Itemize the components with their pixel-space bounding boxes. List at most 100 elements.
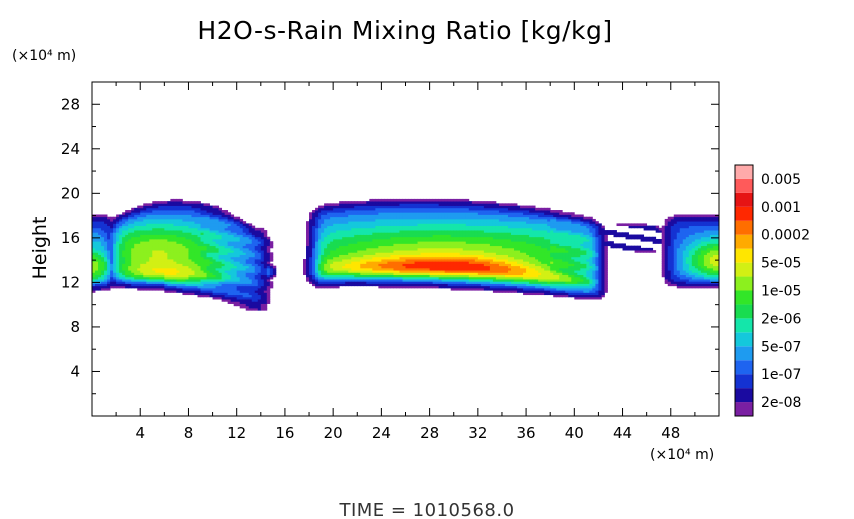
heatmap-cell [182, 272, 186, 276]
heatmap-cell [453, 287, 458, 291]
heatmap-cell [420, 261, 424, 264]
heatmap-cell [429, 236, 434, 240]
heatmap-cell [456, 283, 461, 287]
heatmap-cell [312, 267, 316, 271]
heatmap-cell [212, 207, 216, 211]
heatmap-cell [140, 245, 144, 249]
heatmap-cell [191, 290, 195, 293]
heatmap-cell [167, 207, 171, 211]
heatmap-cell [230, 230, 235, 233]
heatmap-cell [239, 276, 244, 280]
heatmap-cell [176, 236, 180, 240]
heatmap-cell [342, 279, 346, 282]
heatmap-cell [390, 241, 394, 244]
heatmap-cell [315, 223, 319, 227]
heatmap-cell [399, 245, 403, 249]
heatmap-cell [405, 256, 409, 260]
heatmap-cell [188, 290, 192, 293]
heatmap-cell [125, 223, 129, 227]
heatmap-cell [128, 238, 132, 242]
heatmap-cell [182, 290, 186, 293]
heatmap-cell [471, 279, 476, 282]
heatmap-cell [375, 203, 379, 206]
heatmap-cell [456, 259, 461, 262]
heatmap-cell [456, 205, 461, 209]
heatmap-cell [203, 252, 207, 255]
heatmap-cell [212, 236, 216, 240]
heatmap-cell [381, 218, 385, 222]
heatmap-cell [420, 232, 424, 235]
heatmap-cell [167, 285, 171, 289]
heatmap-cell [245, 308, 250, 311]
heatmap-cell [194, 216, 198, 220]
heatmap-cell [324, 218, 328, 222]
heatmap-cell [101, 265, 105, 269]
heatmap-cell [251, 292, 256, 296]
heatmap-cell [209, 236, 213, 240]
heatmap-cell [185, 216, 189, 220]
heatmap-cell [417, 214, 421, 218]
heatmap-cell [254, 283, 259, 287]
heatmap-cell [384, 221, 388, 224]
heatmap-cell [405, 205, 409, 209]
heatmap-cell [179, 243, 183, 247]
heatmap-cell [224, 252, 229, 255]
heatmap-cell [333, 254, 337, 258]
heatmap-cell [206, 230, 210, 233]
heatmap-cell [194, 270, 198, 273]
heatmap-cell [95, 214, 99, 218]
heatmap-cell [405, 250, 409, 253]
heatmap-cell [468, 254, 473, 258]
heatmap-cell [212, 270, 216, 273]
heatmap-cell [185, 263, 189, 267]
heatmap-cell [366, 230, 370, 233]
heatmap-cell [146, 221, 150, 224]
heatmap-cell [351, 236, 355, 240]
heatmap-cell [465, 210, 470, 213]
heatmap-cell [348, 234, 352, 238]
heatmap-cell [357, 259, 361, 262]
heatmap-cell [327, 285, 331, 289]
heatmap-cell [251, 265, 256, 269]
heatmap-cell [378, 276, 382, 280]
heatmap-cell [465, 263, 470, 267]
heatmap-cell [185, 292, 189, 296]
heatmap-cell [495, 238, 500, 242]
heatmap-cell [146, 270, 150, 273]
heatmap-cell [483, 203, 488, 206]
heatmap-cell [333, 234, 337, 238]
heatmap-cell [492, 218, 497, 222]
heatmap-cell [254, 234, 259, 238]
heatmap-cell [450, 261, 455, 264]
heatmap-cell [251, 283, 256, 287]
heatmap-cell [450, 287, 455, 291]
heatmap-cell [131, 210, 135, 213]
heatmap-cell [498, 203, 503, 206]
heatmap-cell [110, 234, 114, 238]
heatmap-cell [104, 223, 108, 227]
heatmap-cell [477, 218, 482, 222]
heatmap-cell [414, 252, 418, 255]
heatmap-cell [486, 281, 491, 284]
heatmap-cell [348, 267, 352, 271]
heatmap-cell [423, 201, 427, 204]
heatmap-cell [459, 230, 464, 233]
heatmap-cell [333, 232, 337, 235]
heatmap-cell [417, 243, 421, 247]
heatmap-cell [131, 285, 135, 289]
heatmap-cell [242, 299, 247, 302]
heatmap-cell [447, 254, 452, 258]
heatmap-cell [471, 236, 476, 240]
heatmap-cell [507, 234, 512, 238]
heatmap-cell [435, 214, 440, 218]
heatmap-cell [146, 205, 150, 209]
heatmap-cell [188, 263, 192, 267]
heatmap-cell [131, 274, 135, 278]
heatmap-cell [486, 261, 491, 264]
heatmap-cell [221, 290, 226, 293]
heatmap-cell [242, 290, 247, 293]
heatmap-cell [465, 227, 470, 231]
heatmap-cell [224, 241, 229, 244]
heatmap-cell [251, 250, 256, 253]
heatmap-cell [351, 216, 355, 220]
